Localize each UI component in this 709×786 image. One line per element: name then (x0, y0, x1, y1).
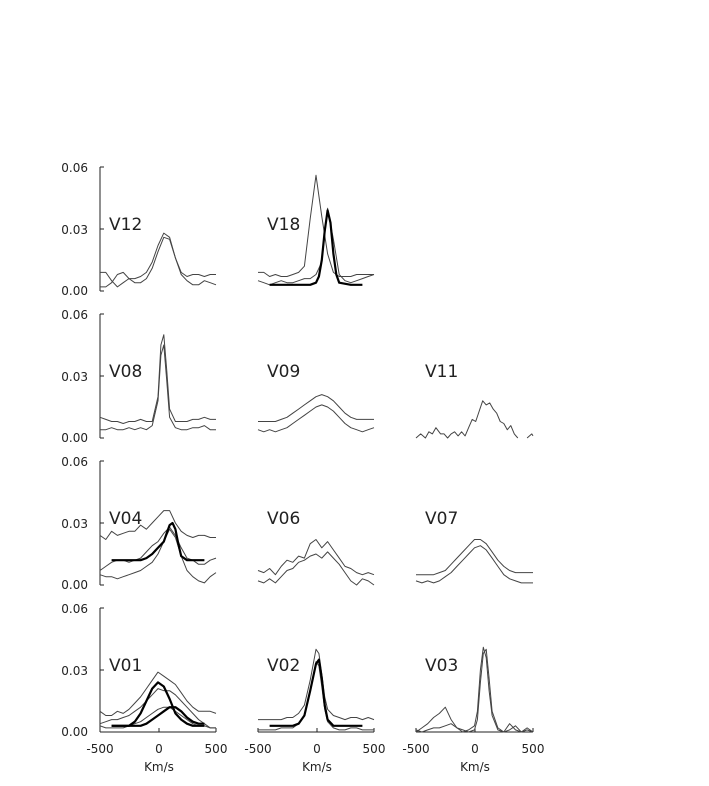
panel-label: V07 (425, 509, 458, 529)
x-tick-label: 0 (471, 742, 479, 756)
fit-line-2 (269, 209, 363, 286)
x-axis-col-1: -500 0 500 Km/s (86, 742, 227, 774)
y-tick-label: 0.03 (61, 517, 88, 531)
panel-v08: V08 (99, 334, 216, 431)
spectrum-line-0 (258, 648, 375, 721)
spectrum-line-1 (257, 404, 375, 433)
panel-v18: V18 (257, 174, 375, 286)
y-tick-label: 0.06 (61, 602, 88, 616)
panel-label: V12 (109, 215, 142, 235)
x-tick-label: 500 (522, 742, 545, 756)
spectrum-line-1 (99, 688, 216, 729)
panel-v07: V07 (415, 509, 533, 584)
x-tick-label: 500 (205, 742, 228, 756)
panel-label: V01 (109, 656, 142, 676)
panel-label: V18 (267, 215, 300, 235)
y-axis-line-row-4 (99, 607, 104, 733)
spectrum-line-0 (99, 334, 216, 424)
panel-v09: V09 (257, 362, 375, 433)
panel-label: V02 (267, 656, 300, 676)
x-tick-label: 0 (155, 742, 163, 756)
spectrum-line-1 (100, 344, 216, 431)
x-tick-label: 0 (313, 742, 321, 756)
y-tick-label: 0.06 (61, 455, 88, 469)
panel-label: V06 (267, 509, 300, 529)
panel-v02: V02 (258, 648, 375, 731)
y-axis-line-row-3 (99, 460, 104, 586)
spectrum-line-1 (415, 648, 534, 733)
x-tick-label: 500 (363, 742, 386, 756)
y-axis-row-3: 0.06 0.03 0.00 (61, 455, 88, 592)
x-axis-line-col-1 (99, 728, 217, 733)
panel-label: V08 (109, 362, 142, 382)
panel-v04: V04 (99, 509, 217, 584)
spectrum-line-0 (99, 510, 216, 540)
spectrum-line-2 (99, 528, 217, 584)
x-tick-label: -500 (86, 742, 113, 756)
y-tick-label: 0.00 (61, 284, 88, 298)
x-axis-col-3: -500 0 500 Km/s (402, 742, 544, 774)
panel-label: V09 (267, 362, 300, 382)
spectrum-line-0 (415, 646, 534, 733)
panel-label: V03 (425, 656, 458, 676)
x-axis-title: Km/s (302, 760, 332, 774)
spectrum-line-0 (99, 671, 217, 716)
spectrum-line-0 (100, 232, 216, 288)
x-tick-label: -500 (402, 742, 429, 756)
spectrum-line-0 (415, 400, 519, 439)
spectrum-line-1 (257, 207, 375, 286)
fit-line-2 (269, 658, 363, 727)
y-axis-row-1: 0.06 0.03 0.00 (61, 161, 88, 298)
spectrum-line-0 (257, 539, 375, 576)
spectrum-line-0 (258, 394, 374, 422)
axes-frame (99, 166, 534, 733)
panel-v03: V03 (415, 646, 534, 733)
y-tick-label: 0.03 (61, 664, 88, 678)
panel-label: V11 (425, 362, 458, 382)
x-axis-title: Km/s (144, 760, 174, 774)
panel-v01: V01 (99, 656, 217, 729)
spectrum-line-0 (258, 174, 374, 277)
fit-line-4 (111, 706, 205, 727)
y-tick-label: 0.03 (61, 370, 88, 384)
y-tick-label: 0.00 (61, 431, 88, 445)
panels-layer: V12 V18 V08 V09 V11 V04 V06 V07 V01 V02 V03 (99, 174, 534, 733)
y-axis-row-2: 0.06 0.03 0.00 (61, 308, 88, 445)
y-tick-label: 0.00 (61, 725, 88, 739)
panel-v12: V12 (100, 215, 217, 288)
x-tick-label: -500 (244, 742, 271, 756)
y-tick-label: 0.06 (61, 161, 88, 175)
panel-label: V04 (109, 509, 142, 529)
x-axis-col-2: -500 0 500 Km/s (244, 742, 385, 774)
spectrum-line-1 (526, 433, 534, 439)
y-axis-line-row-2 (99, 313, 104, 439)
y-axis-line-row-1 (99, 166, 104, 292)
y-tick-label: 0.06 (61, 308, 88, 322)
spectrum-line-0 (416, 539, 533, 576)
panel-v06: V06 (257, 509, 375, 586)
y-tick-label: 0.03 (61, 223, 88, 237)
y-tick-label: 0.00 (61, 578, 88, 592)
spectrum-line-1 (257, 551, 375, 586)
spectrum-line-1 (100, 236, 217, 288)
x-axis-title: Km/s (460, 760, 490, 774)
fit-line-3 (111, 521, 205, 562)
y-axis-row-4: 0.06 0.03 0.00 (61, 602, 88, 739)
panel-v11: V11 (415, 362, 534, 439)
spectrum-line-1 (415, 545, 533, 584)
